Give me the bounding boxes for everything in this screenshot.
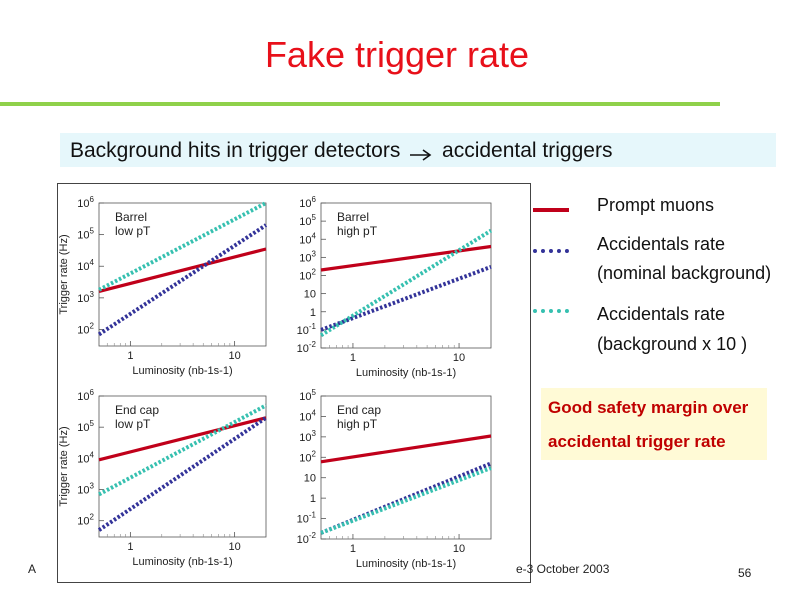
y-tick-label: 104 <box>77 450 94 465</box>
y-tick-label: 10-2 <box>297 531 317 546</box>
panel-label: low pT <box>115 224 151 238</box>
series-line-nominal <box>320 461 492 535</box>
y-tick-label: 104 <box>299 231 316 246</box>
y-tick-label: 106 <box>77 195 94 210</box>
legend-label-nominal-line1: Accidentals rate <box>597 234 726 254</box>
plot-area-3 <box>98 395 267 538</box>
x-tick-label: 10 <box>453 543 465 555</box>
y-tick-label: 106 <box>77 388 94 403</box>
legend-swatch-x10 <box>533 309 569 313</box>
panel-label: Barrel <box>115 210 147 224</box>
legend-label-x10-line1: Accidentals rate <box>597 304 726 324</box>
footer-author: A <box>28 562 37 576</box>
banner-text: Background hits in trigger detectors acc… <box>70 139 612 163</box>
y-tick-label: 102 <box>299 268 316 283</box>
series-line-nominal <box>97 416 268 532</box>
series-line-prompt <box>320 244 492 272</box>
y-tick-label: 10-1 <box>297 322 317 337</box>
x-tick-label: 10 <box>228 350 240 362</box>
y-tick-label: 103 <box>299 249 316 264</box>
figure-frame <box>57 183 531 583</box>
y-tick-label: 105 <box>77 227 94 242</box>
series-line-nominal <box>97 223 268 337</box>
title-underline <box>0 102 720 106</box>
y-tick-label: 103 <box>299 429 316 444</box>
right-arrow-icon <box>409 144 433 162</box>
x-tick-label: 1 <box>127 541 133 553</box>
series-line-x10 <box>98 403 267 497</box>
safety-margin-line2: accidental trigger rate <box>548 432 726 451</box>
slide-title: Fake trigger rate <box>264 34 530 75</box>
page-number: 56 <box>738 566 752 580</box>
series-line-x10 <box>320 466 492 535</box>
plot-area-1 <box>98 202 267 347</box>
y-tick-label: 1 <box>310 307 316 319</box>
y-tick-label: 104 <box>299 408 316 423</box>
trigger-rate-plots: 102 103 104 105 106 1 10 Luminosity (nb-1s-1) Tr… <box>58 195 493 570</box>
legend-swatch-prompt <box>533 208 569 212</box>
x-tick-label: 10 <box>453 352 465 364</box>
series-line-prompt <box>320 434 492 464</box>
y-tick-label: 10-1 <box>297 511 317 526</box>
legend-label-nominal-line2: (nominal background) <box>597 263 772 283</box>
y-tick-label: 104 <box>77 258 94 273</box>
plot-area-4 <box>320 395 492 540</box>
x-tick-label: 1 <box>127 350 133 362</box>
y-axis-label: Trigger rate (Hz) <box>58 426 70 506</box>
panel-label: End cap <box>115 403 159 417</box>
y-tick-label: 105 <box>299 388 316 403</box>
series-line-nominal <box>320 265 492 332</box>
y-tick-label: 1 <box>310 493 316 505</box>
x-axis-label: Luminosity (nb-1s-1) <box>132 365 232 377</box>
y-tick-label: 10 <box>304 289 316 301</box>
panel-label: Barrel <box>337 210 369 224</box>
y-axis-label: Trigger rate (Hz) <box>58 234 70 314</box>
panel-label: high pT <box>337 417 378 431</box>
panel-label: End cap <box>337 403 381 417</box>
panel-label: low pT <box>115 417 151 431</box>
series-line-prompt <box>98 416 267 462</box>
banner-background <box>60 133 776 167</box>
x-tick-label: 1 <box>350 352 356 364</box>
footer-date: e-3 October 2003 <box>516 562 610 576</box>
y-tick-label: 10 <box>304 473 316 485</box>
panel-label: high pT <box>337 224 378 238</box>
y-tick-label: 102 <box>77 321 94 336</box>
x-axis-label: Luminosity (nb-1s-1) <box>132 556 232 568</box>
banner-text-before: Background hits in trigger detectors <box>70 139 401 162</box>
legend-label-prompt: Prompt muons <box>597 195 715 215</box>
y-tick-label: 106 <box>299 195 316 210</box>
y-tick-label: 10-2 <box>297 340 317 355</box>
y-tick-label: 105 <box>299 213 316 228</box>
series-line-prompt <box>98 247 267 293</box>
legend-swatch-nominal <box>533 249 569 253</box>
y-tick-label: 102 <box>299 449 316 464</box>
y-tick-label: 105 <box>77 419 94 434</box>
y-tick-label: 103 <box>77 482 94 497</box>
legend-label-x10-line2: (background x 10 ) <box>597 334 748 354</box>
x-tick-label: 10 <box>228 541 240 553</box>
x-tick-label: 1 <box>350 543 356 555</box>
x-axis-label: Luminosity (nb-1s-1) <box>356 367 456 379</box>
y-tick-label: 102 <box>77 513 94 528</box>
series-line-x10 <box>319 228 493 338</box>
x-axis-label: Luminosity (nb-1s-1) <box>356 558 456 570</box>
safety-margin-line1: Good safety margin over <box>548 398 749 417</box>
y-tick-label: 103 <box>77 290 94 305</box>
banner-text-after: accidental triggers <box>442 139 613 162</box>
safety-margin-callout <box>541 388 767 460</box>
